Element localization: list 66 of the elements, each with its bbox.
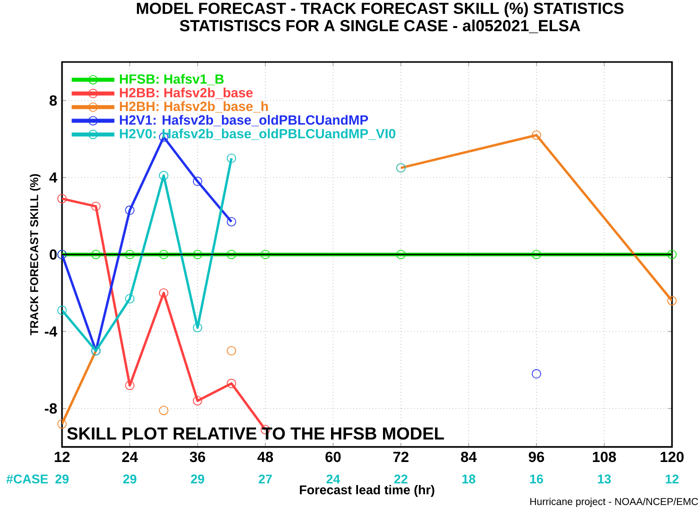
legend-label: H2BH: Hafsv2b_base_h [120,101,268,113]
text: 29 [123,474,136,484]
chart-subtitle: STATISTISCS FOR A SINGLE CASE - al052021_ELSA [180,20,580,34]
point [260,250,270,260]
point [192,322,202,332]
legend-label: H2BB: Hafsv2b_base [120,88,253,99]
x-tick-label: 36 [190,452,206,462]
x-tick-label: 96 [528,452,544,462]
point [159,250,168,260]
x-tick-label: 72 [393,452,408,462]
text: 24 [326,474,340,484]
x-tick-label: 24 [122,452,138,462]
point [226,378,236,388]
y-tick-label: -4 [44,326,58,337]
y-axis-title: TRACK FORECAST SKILL (%) [30,174,40,336]
legend-label: H2V0: Hafsv2b_base_oldPBLCUandMP_VI0 [120,128,396,140]
point [159,170,168,180]
text: 18 [462,474,476,484]
point [396,250,406,260]
text: 16 [530,474,544,484]
annotation: SKILL PLOT RELATIVE TO THE HFSB MODEL [67,427,444,440]
point [226,250,236,260]
x-tick-label: 60 [326,452,341,462]
text: Hurricane project - NOAA/NCEP/EMC [530,498,698,508]
text: 29 [190,474,204,484]
point [226,217,236,226]
point [91,250,101,260]
point [125,380,134,390]
x-tick-label: 48 [257,452,274,462]
text: 13 [598,474,611,484]
x-axis-title: Forecast lead time (hr) [300,485,434,497]
text: #CASE [6,474,48,484]
point [57,306,67,315]
point [226,346,236,356]
point [57,194,67,204]
point [159,288,168,298]
point [667,250,677,260]
point [125,250,134,260]
x-tick-label: 12 [54,452,70,462]
point [192,250,202,260]
x-tick-label: 108 [592,452,616,462]
point [125,294,134,304]
chart-title: MODEL FORECAST - TRACK FORECAST SKILL (%) STATISTICS [136,2,624,18]
text: 22 [394,474,408,484]
point [667,296,677,306]
y-tick-label: -8 [44,403,57,414]
x-tick-label: 120 [660,452,684,462]
text: 29 [55,474,69,484]
text: 12 [666,474,679,484]
y-tick-label: 4 [49,172,58,183]
y-tick-label: 8 [50,95,57,106]
point [192,396,202,406]
y-tick-label: 0 [50,249,57,260]
point [532,369,542,379]
text: 27 [258,474,272,484]
legend-label: H2V1: Hafsv2b_base_oldPBLCUandMP [120,114,368,126]
point [125,206,134,215]
point [532,250,542,260]
x-tick-label: 84 [460,452,477,462]
point [532,130,542,140]
point [91,202,101,212]
point [192,176,202,186]
legend-label: HFSB: Hafsv1_B [120,74,224,86]
point [57,419,67,429]
point [226,154,236,163]
point [159,406,168,416]
